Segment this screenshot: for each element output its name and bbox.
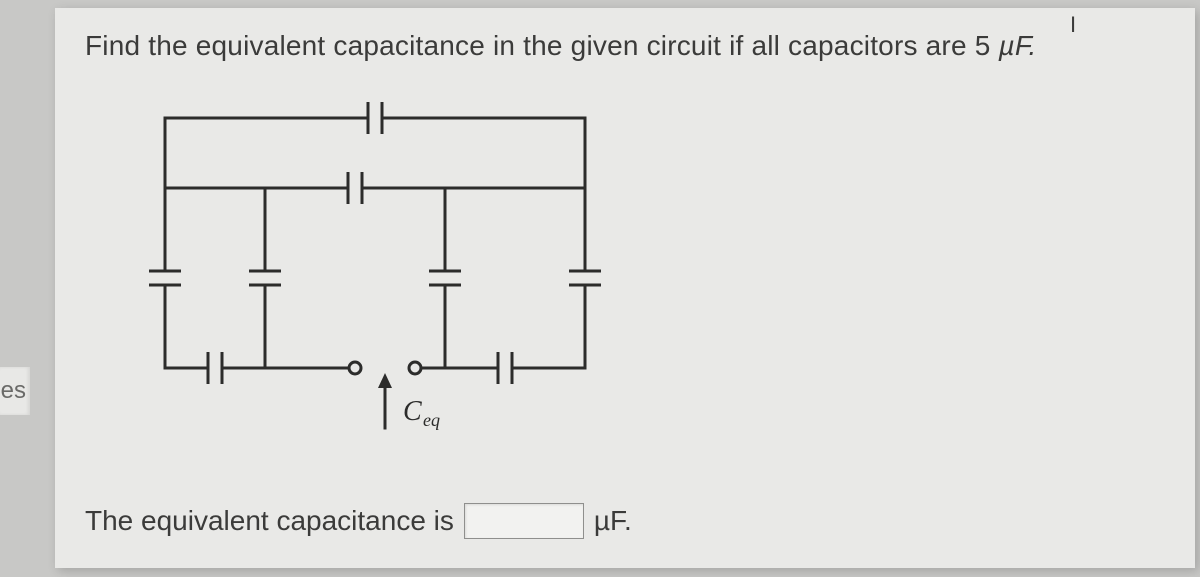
capacitor-c_AV — [249, 271, 281, 285]
question-card: I Find the equivalent capacitance in the… — [55, 8, 1195, 568]
ceq-label: C — [403, 396, 422, 427]
capacitor-c_midH — [348, 172, 362, 204]
answer-line: The equivalent capacitance is µF. — [85, 503, 632, 539]
sidebar-text: es — [1, 377, 26, 405]
question-value: 5 — [975, 30, 991, 61]
capacitor-c_rightV — [569, 271, 601, 285]
circuit-diagram: Ceq — [115, 88, 635, 448]
capacitor-c_top — [368, 102, 382, 134]
sidebar-fragment: es — [0, 367, 30, 415]
capacitor-c_botL — [208, 352, 222, 384]
answer-lead: The equivalent capacitance is — [85, 505, 454, 537]
text-cursor-mark: I — [1070, 12, 1076, 38]
question-unit: µF. — [998, 30, 1036, 61]
ceq-subscript: eq — [423, 410, 440, 430]
answer-unit: µF. — [594, 505, 632, 537]
question-text: I Find the equivalent capacitance in the… — [85, 30, 1037, 62]
capacitor-c_BV — [429, 271, 461, 285]
page-root: es I Find the equivalent capacitance in … — [0, 0, 1200, 577]
capacitor-c_leftV — [149, 271, 181, 285]
circuit-svg: Ceq — [115, 88, 635, 448]
answer-input[interactable] — [464, 503, 584, 539]
capacitor-c_botR — [498, 352, 512, 384]
question-prompt: Find the equivalent capacitance in the g… — [85, 30, 967, 61]
